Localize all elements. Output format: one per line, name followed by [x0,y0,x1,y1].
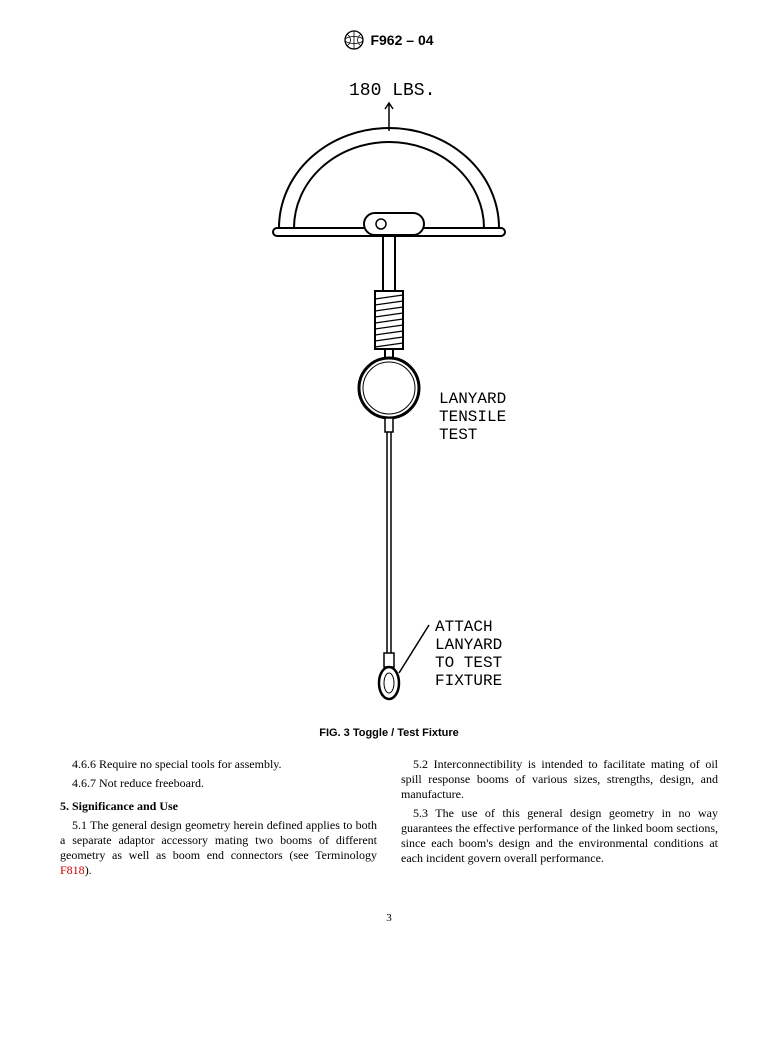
para-4-6-6: 4.6.6 Require no special tools for assem… [60,757,377,772]
fig-anno-lower-2: LANYARD [435,636,502,654]
para-5-3: 5.3 The use of this general design geome… [401,806,718,866]
fig-anno-lower-4: FIXTURE [435,672,502,690]
section-5-title: 5. Significance and Use [60,799,377,814]
fig-anno-upper-3: TEST [439,426,477,444]
left-column: 4.6.6 Require no special tools for assem… [60,757,377,882]
header-designation: F962 – 04 [370,32,433,48]
para-5-2: 5.2 Interconnectibility is intended to f… [401,757,718,802]
astm-logo [344,30,364,53]
figure-caption: FIG. 3 Toggle / Test Fixture [60,727,718,739]
right-column: 5.2 Interconnectibility is intended to f… [401,757,718,882]
load-label: 180 LBS. [349,81,435,101]
page-header: F962 – 04 [60,30,718,53]
ref-f818[interactable]: F818 [60,863,85,877]
body-columns: 4.6.6 Require no special tools for assem… [60,757,718,882]
fig-anno-lower-1: ATTACH [435,618,493,636]
para-5-1: 5.1 The general design geometry herein d… [60,818,377,878]
fig-anno-lower-3: TO TEST [435,654,502,672]
para-4-6-7: 4.6.7 Not reduce freeboard. [60,776,377,791]
fig-anno-upper-1: LANYARD [439,390,506,408]
para-5-1-b: ). [85,863,92,877]
page-number: 3 [60,912,718,924]
figure-3: 180 LBS. [60,73,718,717]
para-5-1-a: 5.1 The general design geometry herein d… [60,818,377,862]
fig-anno-upper-2: TENSILE [439,408,506,426]
